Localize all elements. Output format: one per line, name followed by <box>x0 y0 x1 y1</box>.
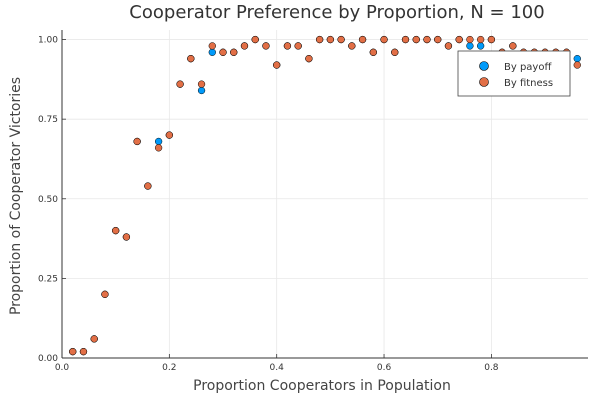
chart-title: Cooperator Preference by Proportion, N =… <box>129 2 544 23</box>
data-point <box>573 61 581 69</box>
x-tick-label: 0.6 <box>377 363 392 373</box>
data-point <box>262 42 270 50</box>
data-point <box>165 131 173 139</box>
data-point <box>197 86 206 95</box>
data-point <box>391 48 399 56</box>
data-point <box>101 290 109 298</box>
data-point <box>487 35 496 44</box>
legend-marker-fitness <box>479 77 489 87</box>
data-point <box>573 55 581 63</box>
data-point <box>154 137 163 146</box>
data-point <box>348 42 356 50</box>
data-point <box>230 48 238 56</box>
data-point <box>219 48 227 56</box>
legend: By payoff By fitness <box>457 50 571 97</box>
data-point <box>122 233 131 241</box>
data-point <box>251 35 259 44</box>
data-point <box>466 42 474 50</box>
x-tick-label: 0.2 <box>162 363 176 373</box>
data-point <box>444 42 453 50</box>
data-point <box>112 226 120 235</box>
data-point <box>305 55 313 63</box>
data-point <box>423 35 431 44</box>
data-point <box>283 42 292 50</box>
data-point <box>154 144 163 152</box>
data-point <box>455 35 463 44</box>
axes <box>61 30 588 359</box>
data-point <box>401 35 410 44</box>
data-point <box>240 42 249 50</box>
data-point <box>358 35 367 44</box>
tick-labels: 0.0 0.2 0.4 0.6 0.8 0.00 0.25 0.50 0.75 1.00 <box>38 36 499 373</box>
data-point <box>337 35 345 44</box>
y-axis-label: Proportion of Cooperator Victories <box>8 77 24 315</box>
data-point <box>326 35 335 44</box>
data-point <box>315 35 324 44</box>
data-point <box>369 48 377 56</box>
data-point <box>197 80 206 88</box>
data-point <box>208 48 216 56</box>
data-point <box>477 35 485 44</box>
legend-box <box>457 50 571 97</box>
y-tick-label: 0.75 <box>38 115 58 125</box>
data-point <box>133 137 141 146</box>
x-axis-label: Proportion Cooperators in Population <box>193 378 451 394</box>
x-tick-label: 0.0 <box>55 363 70 373</box>
legend-label-fitness: By fitness <box>504 78 553 89</box>
y-tick-label: 0.25 <box>38 274 58 284</box>
data-point <box>380 35 388 44</box>
data-point <box>176 80 184 88</box>
y-tick-label: 0.50 <box>38 195 58 205</box>
y-tick-label: 0.00 <box>38 354 58 364</box>
data-point <box>208 42 216 50</box>
data-point <box>187 55 195 63</box>
data-point <box>273 61 281 69</box>
data-points <box>69 35 581 356</box>
data-point <box>509 42 517 50</box>
data-point <box>412 35 420 44</box>
data-point <box>434 35 442 44</box>
y-tick-label: 1.00 <box>38 36 58 46</box>
data-point <box>477 42 485 50</box>
data-point <box>294 42 302 50</box>
data-point <box>144 182 152 190</box>
x-tick-label: 0.4 <box>270 363 285 373</box>
data-point <box>79 347 88 356</box>
data-point <box>466 35 474 44</box>
data-point <box>69 347 77 356</box>
legend-label-payoff: By payoff <box>504 62 552 73</box>
series-by-fitness <box>69 35 581 356</box>
x-tick-label: 0.8 <box>484 363 499 373</box>
legend-marker-payoff <box>479 61 489 71</box>
data-point <box>90 335 98 343</box>
